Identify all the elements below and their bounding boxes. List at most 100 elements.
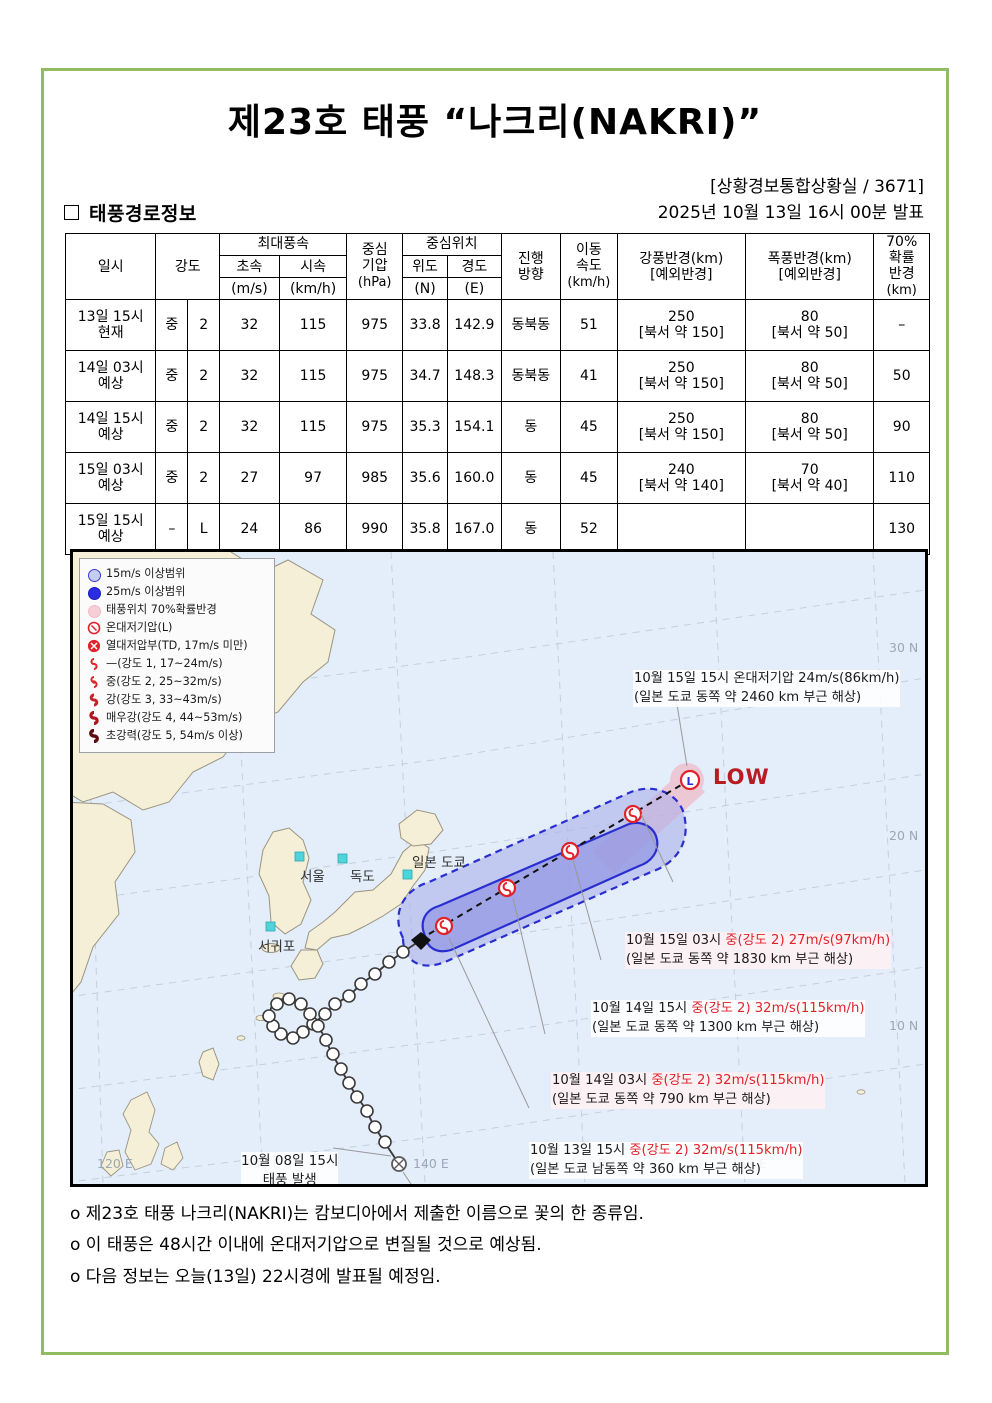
typhoon-grade2-icon	[87, 675, 101, 689]
legend-item: 중(강도 2, 25~32m/s)	[87, 673, 267, 691]
cell-prob70: 50	[873, 350, 930, 403]
td-origin-marker	[391, 1156, 407, 1172]
cell-level: 2	[187, 401, 221, 454]
note-line: o 이 태풍은 48시간 이내에 온대저기압으로 변질될 것으로 예상됨.	[70, 1235, 542, 1256]
cell-speed: 52	[560, 503, 618, 556]
th-prob70-l3: 반경	[888, 266, 915, 283]
th-direction: 진행 방향	[500, 232, 562, 301]
cell-gale-radius-main: 250	[667, 309, 695, 326]
th-wind-kmh: 시속	[278, 255, 348, 279]
cell-prob70: 110	[873, 452, 930, 505]
legend-item: 태풍위치 70%확률반경	[87, 601, 267, 619]
cell-level: 2	[187, 350, 221, 403]
cell-storm-radius-sub: [북서 약 40]	[771, 478, 848, 495]
th-gale-radius-l1: 강풍반경(km)	[639, 250, 724, 267]
th-center-pressure: 중심 기압 (hPa)	[346, 232, 403, 301]
table-row: 13일 15시 현재 중 2 32 115 975 33.8 142.9 동북동…	[64, 299, 930, 352]
cell-speed: 45	[560, 452, 618, 505]
th-prob70-unit: (km)	[886, 283, 917, 299]
cell-pressure: 985	[346, 452, 403, 505]
forecast-callout-1013-15: 10월 13일 15시 중(강도 2) 32m/s(115km/h) (일본 도…	[529, 1142, 804, 1180]
footer-notes: o 제23호 태풍 나크리(NAKRI)는 캄보디아에서 제출한 이름으로 꽃의…	[70, 1199, 930, 1293]
callout-line1: 10월 15일 03시 중(강도 2) 27m/s(97km/h)	[626, 933, 891, 948]
cell-lon: 167.0	[447, 503, 502, 556]
cell-lon: 154.1	[447, 401, 502, 454]
th-gale-radius: 강풍반경(km) [예외반경]	[616, 232, 747, 301]
checkbox-icon[interactable]	[64, 205, 79, 220]
callout-line1: 10월 14일 15시 중(강도 2) 32m/s(115km/h)	[592, 1001, 865, 1016]
th-wind-ms-unit: (m/s)	[219, 277, 280, 301]
th-center-pos: 중심위치	[401, 232, 502, 257]
svg-text:L: L	[686, 775, 693, 788]
callout-line1: 10월 13일 15시 중(강도 2) 32m/s(115km/h)	[530, 1143, 803, 1158]
th-gale-radius-l2: [예외반경]	[650, 266, 713, 283]
city-label-seogwipo: 서귀포	[258, 939, 296, 955]
low-marker-label: LOW	[713, 765, 770, 789]
cell-storm-radius-sub: [북서 약 50]	[771, 427, 848, 444]
forecast-callout-1014-03: 10월 14일 03시 중(강도 2) 32m/s(115km/h) (일본 도…	[551, 1072, 826, 1110]
cell-wind-ms: 24	[219, 503, 280, 556]
cell-wind-kmh: 115	[278, 350, 348, 403]
table-row: 15일 15시 예상 – L 24 86 990 35.8 167.0 동 52	[64, 503, 930, 556]
grid-label-30n: 30 N	[889, 640, 919, 655]
cell-status: 예상	[97, 427, 124, 444]
forecast-callout-1015-15: 10월 15일 15시 온대저기압 24m/s(86km/h) (일본 도쿄 동…	[633, 670, 901, 708]
legend-item: 강(강도 3, 33~43m/s)	[87, 691, 267, 709]
cell-storm-radius-main: 80	[800, 309, 819, 326]
th-intensity: 강도	[155, 232, 221, 301]
cell-wind-kmh: 115	[278, 299, 348, 352]
cell-lat: 35.6	[401, 452, 449, 505]
grid-label-20n: 20 N	[889, 828, 919, 843]
typhoon-forecast-table-wrap: 일시 강도 최대풍속 중심 기압 (hPa) 중심위치 진행 방향 이동 속도 …	[64, 232, 930, 556]
table-body: 13일 15시 현재 중 2 32 115 975 33.8 142.9 동북동…	[64, 299, 930, 556]
genesis-label: 10월 08일 15시 태풍 발생	[241, 1152, 339, 1184]
circle-pink-icon	[87, 603, 101, 618]
cell-lon: 142.9	[447, 299, 502, 352]
cell-grade: 중	[155, 401, 189, 454]
cell-status: 예상	[97, 376, 124, 393]
cell-wind-kmh: 86	[278, 503, 348, 556]
callout-line2: (일본 도쿄 동쪽 약 790 km 부근 해상)	[552, 1091, 771, 1107]
cell-status: 예상	[97, 529, 124, 546]
cell-gale-radius-main: 250	[667, 360, 695, 377]
note-line: o 제23호 태풍 나크리(NAKRI)는 캄보디아에서 제출한 이름으로 꽃의…	[70, 1204, 644, 1224]
callout-line1: 10월 14일 03시 중(강도 2) 32m/s(115km/h)	[552, 1073, 825, 1088]
typhoon-track-map[interactable]: L	[70, 549, 928, 1187]
cell-prob70: –	[873, 299, 930, 352]
legend-label: 태풍위치 70%확률반경	[106, 602, 217, 616]
cell-date: 14일 15시	[77, 411, 144, 428]
legend-label: 매우강(강도 4, 44~53m/s)	[106, 710, 243, 724]
typhoon-grade4-icon	[87, 711, 101, 725]
cell-gale-radius-sub: [북서 약 150]	[638, 325, 724, 342]
th-storm-radius-l1: 폭풍반경(km)	[767, 250, 852, 267]
cell-gale-radius-sub: [북서 약 140]	[638, 478, 724, 495]
cell-storm-radius: 80 [북서 약 50]	[745, 299, 875, 352]
cell-lat: 33.8	[401, 299, 449, 352]
section-header: 태풍경로정보	[64, 199, 197, 226]
legend-label: 15m/s 이상범위	[106, 566, 186, 580]
legend-item: 25m/s 이상범위	[87, 583, 267, 601]
th-datetime: 일시	[64, 232, 157, 301]
th-lat: 위도	[401, 255, 449, 279]
table-header-row-2: 초속 시속 위도 경도	[66, 255, 930, 279]
th-move-speed: 이동 속도 (km/h)	[560, 232, 618, 301]
cell-datetime: 15일 15시 예상	[64, 503, 157, 556]
cell-datetime: 13일 15시 현재	[64, 299, 157, 352]
grid-label-10n: 10 N	[889, 1018, 919, 1033]
cell-pressure: 975	[346, 299, 403, 352]
forecast-callout-1015-03: 10월 15일 03시 중(강도 2) 27m/s(97km/h) (일본 도쿄…	[625, 932, 892, 970]
cell-lon: 148.3	[447, 350, 502, 403]
cell-lon: 160.0	[447, 452, 502, 505]
city-label-dokdo: 독도	[350, 869, 375, 885]
typhoon-forecast-table: 일시 강도 최대풍속 중심 기압 (hPa) 중심위치 진행 방향 이동 속도 …	[64, 232, 930, 556]
circle-light-blue-icon	[87, 567, 101, 582]
table-row: 14일 15시 예상 중 2 32 115 975 35.3 154.1 동 4…	[64, 401, 930, 454]
cell-prob70: 90	[873, 401, 930, 454]
cell-prob70: 130	[873, 503, 930, 556]
grid-label-140e: 140 E	[413, 1156, 449, 1171]
cell-speed: 51	[560, 299, 618, 352]
typhoon-grade1-icon	[87, 657, 101, 671]
cell-storm-radius-main: 70	[800, 462, 819, 479]
cell-wind-kmh: 97	[278, 452, 348, 505]
cell-grade: 중	[155, 452, 189, 505]
